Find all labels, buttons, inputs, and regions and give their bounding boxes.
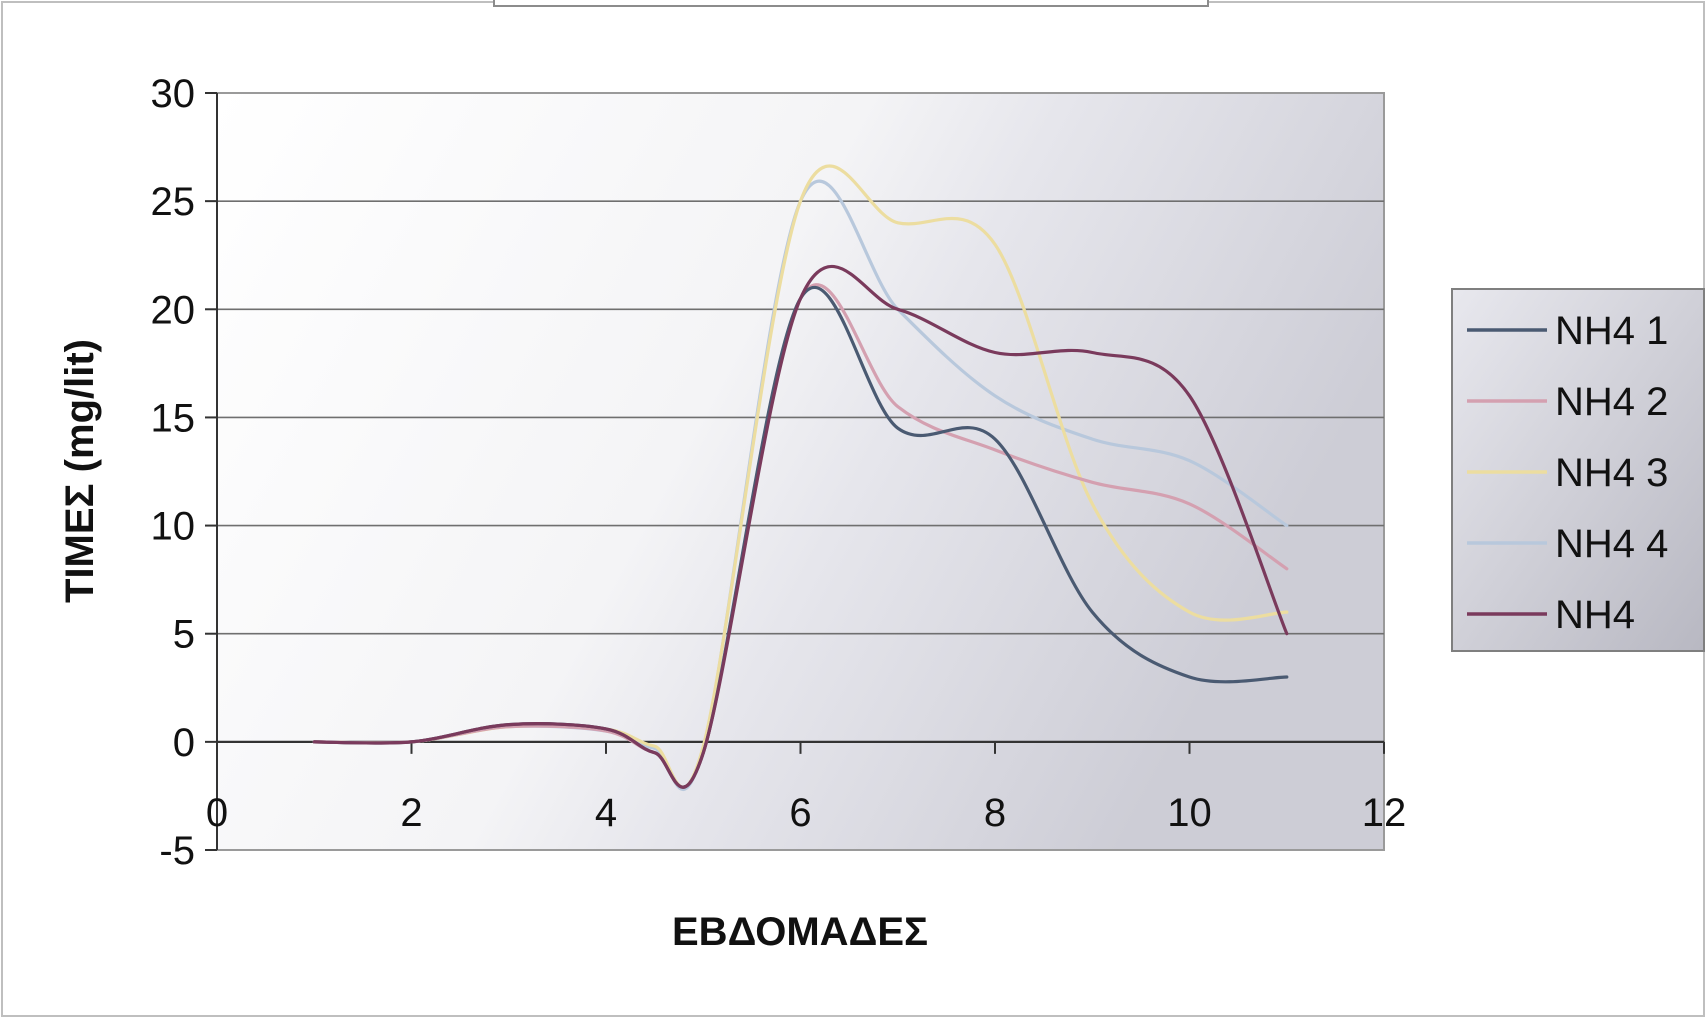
x-axis-title: ΕΒΔΟΜΑΔΕΣ bbox=[672, 910, 928, 954]
legend-box bbox=[1451, 288, 1705, 652]
legend: NH4 1 NH4 2 NH4 3 NH4 4 NH4 bbox=[1451, 288, 1705, 652]
x-tick-label: 10 bbox=[1167, 791, 1212, 835]
y-tick-label: 20 bbox=[151, 288, 196, 332]
legend-label-nh4-3: NH4 3 bbox=[1555, 451, 1668, 495]
y-tick-label: 0 bbox=[173, 721, 195, 765]
legend-label-nh4: NH4 bbox=[1555, 593, 1635, 637]
y-tick-label: -5 bbox=[159, 829, 195, 873]
y-tick-label: 5 bbox=[173, 613, 195, 657]
x-tick-label: 4 bbox=[595, 791, 617, 835]
y-tick-label: 15 bbox=[151, 396, 196, 440]
y-tick-label: 10 bbox=[151, 505, 196, 549]
legend-label-nh4-2: NH4 2 bbox=[1555, 380, 1668, 424]
series-layer bbox=[312, 164, 1289, 792]
x-tick-label: 2 bbox=[400, 791, 422, 835]
top-box bbox=[493, 0, 1209, 7]
y-tick-label: 25 bbox=[151, 180, 196, 224]
x-tick-label: 12 bbox=[1362, 791, 1407, 835]
x-tick-label: 6 bbox=[789, 791, 811, 835]
y-axis-title: ΤΙΜΕΣ (mg/lit) bbox=[58, 339, 102, 603]
plot-area bbox=[216, 92, 1385, 851]
legend-label-nh4-1: NH4 1 bbox=[1555, 309, 1668, 353]
series-line-nh4 bbox=[312, 264, 1289, 789]
x-tick-label: 8 bbox=[984, 791, 1006, 835]
legend-label-nh4-4: NH4 4 bbox=[1555, 522, 1668, 566]
y-tick-label: 30 bbox=[151, 72, 196, 116]
x-tick-label: 0 bbox=[206, 791, 228, 835]
